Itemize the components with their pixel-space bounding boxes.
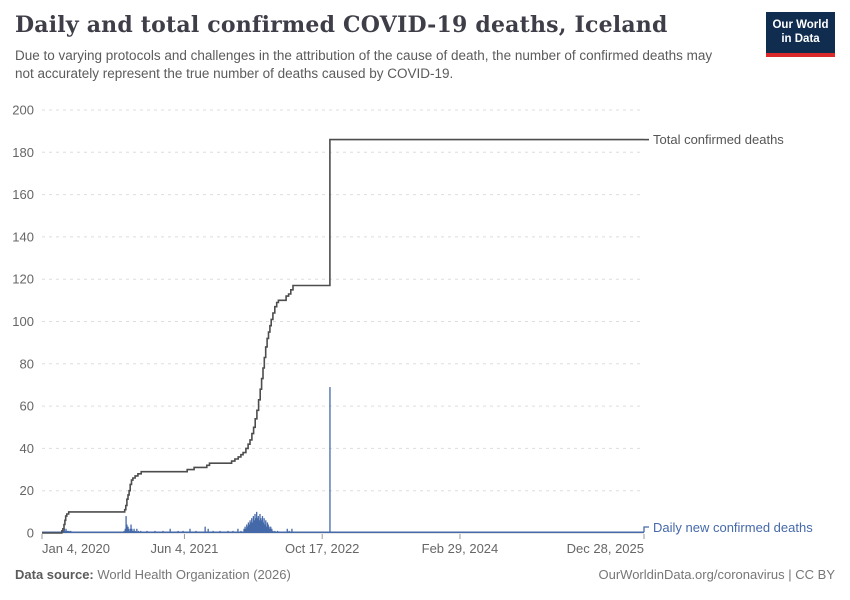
- legend-daily-new-confirmed-deaths[interactable]: Daily new confirmed deaths: [653, 520, 813, 535]
- chart-canvas[interactable]: 0 20 40 60 80 100 120 140 160 180 200 Jan 4, 2020 Ju…: [0, 95, 850, 560]
- x-axis-ticks: [41, 534, 645, 539]
- svg-text:180: 180: [12, 145, 34, 160]
- owid-logo-line2: in Data: [781, 33, 820, 46]
- svg-text:Dec 28, 2025: Dec 28, 2025: [567, 541, 644, 556]
- svg-text:60: 60: [20, 399, 34, 414]
- attribution-link[interactable]: OurWorldinData.org/coronavirus | CC BY: [598, 567, 835, 582]
- svg-text:40: 40: [20, 441, 34, 456]
- legend-total-confirmed-deaths[interactable]: Total confirmed deaths: [653, 132, 784, 147]
- svg-text:Oct 17, 2022: Oct 17, 2022: [285, 541, 359, 556]
- svg-text:Jun 4, 2021: Jun 4, 2021: [150, 541, 218, 556]
- svg-text:200: 200: [12, 103, 34, 118]
- data-source: Data source: World Health Organization (…: [15, 567, 291, 582]
- svg-text:Feb 29, 2024: Feb 29, 2024: [422, 541, 499, 556]
- svg-text:80: 80: [20, 356, 34, 371]
- svg-text:20: 20: [20, 483, 34, 498]
- svg-text:120: 120: [12, 272, 34, 287]
- chart-footer: Data source: World Health Organization (…: [15, 567, 835, 582]
- page-title: Daily and total confirmed COVID-19 death…: [15, 12, 668, 38]
- y-gridlines: [42, 109, 644, 534]
- data-source-value: World Health Organization (2026): [93, 567, 291, 582]
- data-source-label: Data source:: [15, 567, 94, 582]
- svg-text:100: 100: [12, 314, 34, 329]
- chart-subtitle: Due to varying protocols and challenges …: [15, 48, 713, 81]
- svg-text:Jan 4, 2020: Jan 4, 2020: [42, 541, 110, 556]
- svg-text:0: 0: [27, 526, 34, 541]
- svg-text:140: 140: [12, 229, 34, 244]
- y-axis-labels: 0 20 40 60 80 100 120 140 160 180 200: [12, 103, 34, 541]
- chart-area: 0 20 40 60 80 100 120 140 160 180 200 Jan 4, 2020 Ju…: [0, 95, 850, 560]
- owid-logo-line1: Our World: [772, 19, 829, 31]
- x-axis-labels: Jan 4, 2020 Jun 4, 2021 Oct 17, 2022 Feb 29…: [42, 541, 644, 556]
- total-deaths-line: [42, 138, 644, 534]
- chart-header: Daily and total confirmed COVID-19 death…: [15, 12, 835, 82]
- owid-logo: Our World in Data: [766, 12, 835, 57]
- svg-text:160: 160: [12, 187, 34, 202]
- daily-legend-connector: [643, 526, 649, 533]
